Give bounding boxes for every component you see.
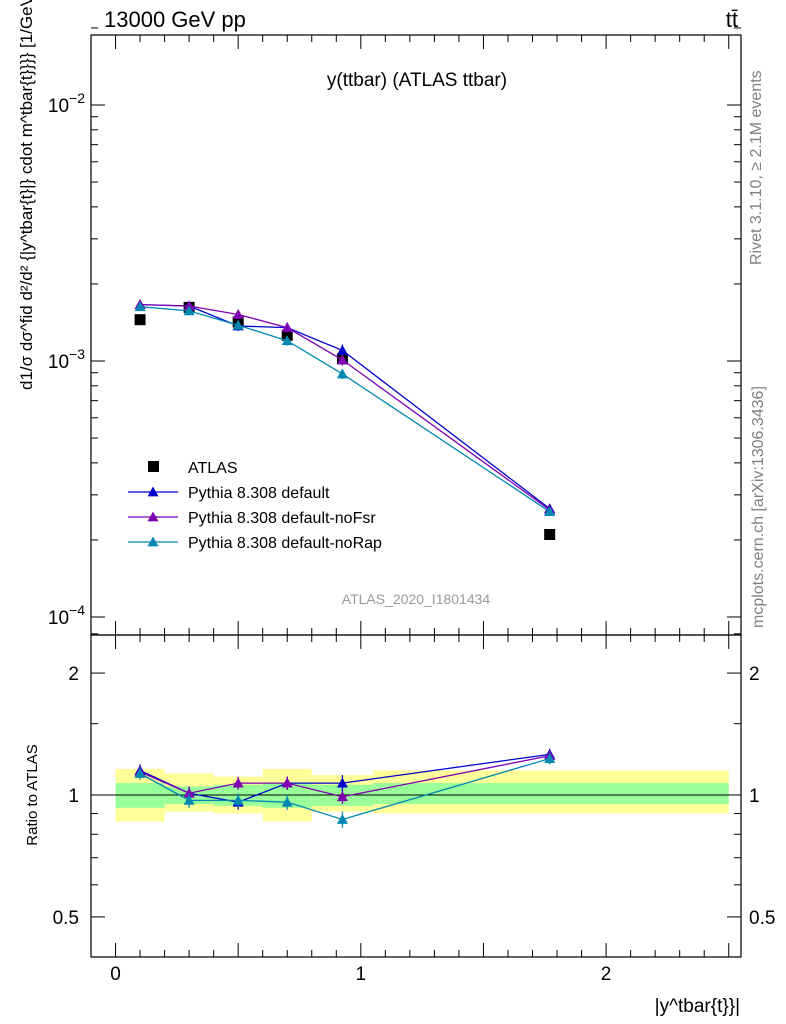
ratio-point-default — [336, 777, 348, 788]
main-point-noRap — [544, 506, 556, 517]
ratio-y-tick-label-right: 0.5 — [749, 908, 775, 929]
ratio-y-tick-label-right: 1 — [749, 786, 760, 807]
watermark: ATLAS_2020_I1801434 — [342, 591, 491, 607]
ratio-ticks: 0 1 2 2 2 1 1 0.5 0.5 — [53, 633, 775, 985]
main-point-noFsr — [281, 322, 293, 333]
ratio-y-tick-label: 2 — [68, 664, 79, 685]
ratio-point-noFsr — [232, 777, 244, 788]
ratio-point-noRap — [336, 813, 348, 824]
legend-label-default: Pythia 8.308 default — [188, 485, 330, 502]
ratio-line-noRap — [139, 757, 550, 821]
ratio-line-noFsr — [139, 755, 550, 798]
legend-label-noRap: Pythia 8.308 default-noRap — [188, 535, 382, 552]
main-point-noRap — [336, 368, 348, 379]
process-label: tt̄ — [726, 7, 738, 32]
ratio-band-inner — [373, 783, 729, 805]
legend-label-atlas: ATLAS — [188, 460, 238, 477]
main-series — [134, 299, 556, 541]
ratio-point-noFsr — [336, 791, 348, 802]
x-tick-label: 2 — [601, 964, 612, 985]
ratio-y-tick-label: 0.5 — [53, 908, 79, 929]
ratio-y-axis-label: Ratio to ATLAS — [24, 744, 41, 845]
main-y-tick-label: 10−3 — [48, 346, 85, 373]
main-y-tick-label: 10−4 — [48, 602, 85, 629]
x-axis-label: |y^tbar{t}}| — [655, 996, 740, 1017]
main-point-noFsr — [232, 308, 244, 319]
main-point-noRap — [134, 301, 146, 312]
rivet-label: Rivet 3.1.10, ≥ 2.1M events — [748, 70, 765, 265]
ratio-point-noRap — [232, 794, 244, 805]
legend: ATLAS Pythia 8.308 default Pythia 8.308 de… — [128, 460, 382, 552]
main-point-default — [336, 344, 348, 355]
ratio-series — [134, 748, 556, 828]
main-line-noFsr — [140, 304, 551, 511]
x-tick-label: 0 — [110, 964, 121, 985]
energy-label: 13000 GeV pp — [104, 7, 246, 32]
ratio-panel: 0 1 2 2 2 1 1 0.5 0.5 Ratio to ATLAS |y^tbar{t}}… — [24, 633, 775, 1017]
ratio-point-noRap — [134, 768, 146, 778]
x-tick-label: 1 — [356, 964, 367, 985]
main-point-atlas — [134, 314, 146, 326]
main-y-ticks: 10−2 10−3 10−4 — [48, 27, 741, 635]
ratio-point-noRap — [544, 753, 556, 763]
ratio-point-noFsr — [281, 777, 293, 788]
source-label: mcplots.cern.ch [arXiv:1306.3436] — [750, 386, 767, 628]
ratio-point-noRap — [281, 796, 293, 807]
main-point-atlas — [544, 529, 556, 541]
main-point-noRap — [232, 319, 244, 330]
ratio-point-noFsr — [183, 787, 195, 798]
main-line-default — [140, 304, 551, 510]
legend-marker-noFsr — [147, 511, 159, 522]
main-panel: y(ttbar) (ATLAS ttbar) ATLAS_2020_I18014… — [17, 0, 742, 636]
chart-title: y(ttbar) (ATLAS ttbar) — [327, 70, 507, 91]
legend-label-noFsr: Pythia 8.308 default-noFsr — [188, 510, 376, 527]
main-point-noRap — [281, 335, 293, 346]
main-y-axis-label: d1/σ dσ^fid d²/d² {|y^tbar{t}|} cdot m^t… — [17, 0, 36, 390]
ratio-y-tick-label-right: 2 — [749, 664, 760, 685]
legend-marker-atlas — [148, 461, 159, 472]
legend-marker-noRap — [147, 536, 159, 547]
ratio-point-noRap — [183, 794, 195, 805]
main-point-noRap — [183, 305, 195, 316]
main-y-tick-label: 10−2 — [48, 90, 85, 117]
legend-marker-default — [147, 486, 159, 497]
main-line-noRap — [140, 306, 551, 513]
ratio-y-tick-label: 1 — [68, 786, 79, 807]
main-point-noFsr — [336, 354, 348, 365]
ratio-frame — [90, 634, 742, 958]
